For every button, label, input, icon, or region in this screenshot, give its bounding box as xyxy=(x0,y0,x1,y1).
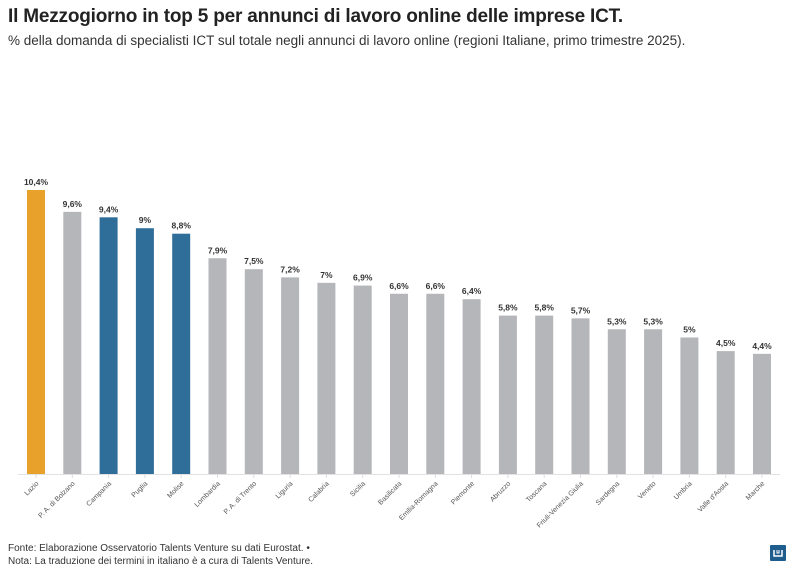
x-tick-label: Campania xyxy=(85,480,113,508)
x-tick-label: Emilia-Romagna xyxy=(398,480,440,522)
x-tick-label: P. A. di Trento xyxy=(223,480,258,515)
x-tick-label: Puglia xyxy=(131,480,150,499)
bar xyxy=(753,353,771,474)
data-label: 7% xyxy=(320,270,333,280)
data-label: 5,8% xyxy=(535,303,555,313)
data-label: 9% xyxy=(139,215,152,225)
x-tick-label: Marche xyxy=(745,480,767,502)
chart-subtitle: % della domanda di specialisti ICT sul t… xyxy=(8,33,686,48)
chart-title: Il Mezzogiorno in top 5 per annunci di l… xyxy=(8,6,623,27)
x-tick-label: Piemonte xyxy=(450,480,476,506)
bar xyxy=(607,329,626,474)
x-tick-label: Calabria xyxy=(307,480,330,503)
data-label: 7,2% xyxy=(280,264,300,274)
data-label: 5,3% xyxy=(607,316,627,326)
bar xyxy=(716,351,735,474)
bar xyxy=(172,233,191,474)
x-tick-label: Umbria xyxy=(673,480,694,501)
bar xyxy=(498,315,517,474)
data-label: 5% xyxy=(683,324,696,334)
translation-note: Nota: La traduzione dei termini in itali… xyxy=(8,556,313,567)
bar xyxy=(680,337,699,474)
x-tick-label: Molise xyxy=(166,480,185,499)
x-tick-label: Valle d'Aosta xyxy=(697,480,730,513)
bar xyxy=(535,315,554,474)
bar xyxy=(426,293,445,474)
x-tick-label: Liguria xyxy=(275,480,295,500)
x-tick-label: Veneto xyxy=(637,480,657,500)
bar xyxy=(99,217,118,475)
data-label: 4,5% xyxy=(716,338,736,348)
bar xyxy=(317,282,336,474)
data-label: 6,6% xyxy=(426,281,446,291)
data-label: 5,8% xyxy=(498,303,518,313)
bar xyxy=(353,285,372,474)
bar xyxy=(63,211,82,474)
bar xyxy=(571,318,590,474)
bar xyxy=(244,269,263,474)
data-label: 6,4% xyxy=(462,286,482,296)
data-label: 9,4% xyxy=(99,204,119,214)
bar xyxy=(208,258,227,474)
x-tick-label: Basilicata xyxy=(377,480,403,506)
data-label: 4,4% xyxy=(752,341,772,351)
x-tick-label: Lazio xyxy=(24,480,41,497)
x-tick-label: Toscana xyxy=(525,480,548,503)
x-tick-label: Sardegna xyxy=(595,480,621,506)
x-tick-label: P. A. di Bolzano xyxy=(37,480,76,519)
data-label: 7,9% xyxy=(208,245,228,255)
source-note: Fonte: Elaborazione Osservatorio Talents… xyxy=(8,543,310,554)
logo-icon[interactable] xyxy=(770,545,786,561)
x-tick-label: Lombardia xyxy=(194,480,222,508)
bar xyxy=(644,329,663,474)
data-label: 10,4% xyxy=(24,177,49,187)
x-tick-label: Abruzzo xyxy=(489,480,512,503)
data-label: 5,3% xyxy=(643,316,663,326)
x-tick-label: Sicilia xyxy=(349,480,367,498)
data-label: 5,7% xyxy=(571,305,591,315)
footnotes: Fonte: Elaborazione Osservatorio Talents… xyxy=(8,542,313,568)
bar xyxy=(390,293,408,474)
bar-chart: 10,4% Lazio 9,6% P. A. di Bolzano 9,4% Campan… xyxy=(18,177,780,529)
bar xyxy=(462,299,481,474)
bar xyxy=(27,190,45,474)
data-label: 8,8% xyxy=(172,221,192,231)
data-label: 7,5% xyxy=(244,256,264,266)
bar xyxy=(135,228,154,474)
data-label: 6,9% xyxy=(353,273,373,283)
data-label: 6,6% xyxy=(389,281,409,291)
bar xyxy=(281,277,300,474)
data-label: 9,6% xyxy=(63,199,83,209)
